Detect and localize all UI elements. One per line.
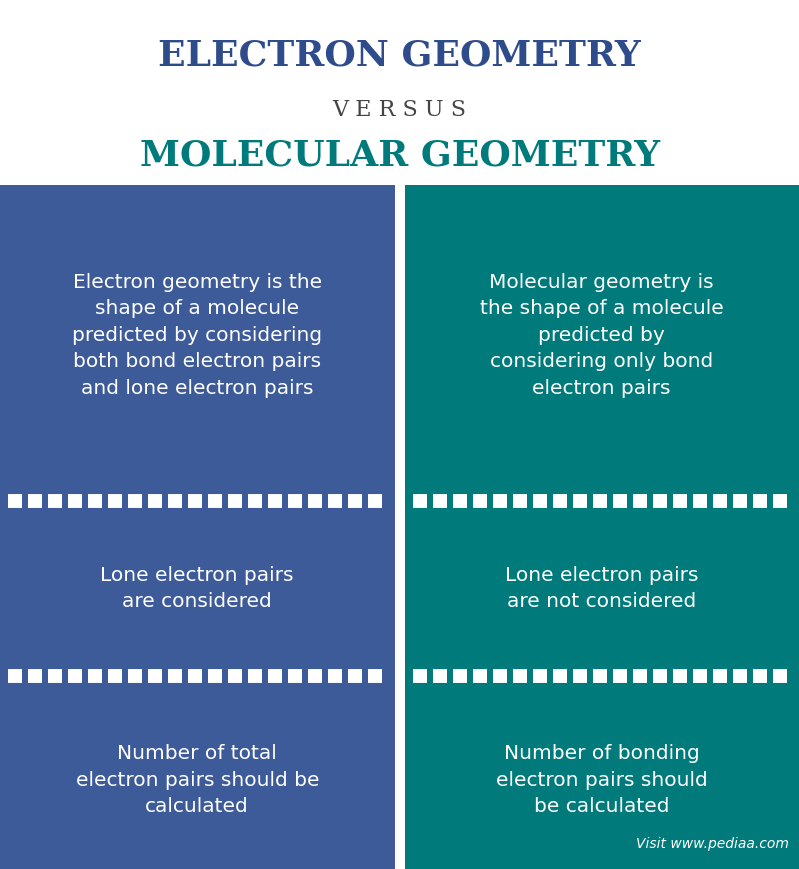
Text: Molecular geometry is
the shape of a molecule
predicted by
considering only bond: Molecular geometry is the shape of a mol…: [480, 273, 724, 398]
Bar: [404, 691, 799, 869]
Bar: [0, 185, 395, 486]
Text: Lone electron pairs
are not considered: Lone electron pairs are not considered: [505, 566, 698, 611]
Text: Electron geometry is the
shape of a molecule
predicted by considering
both bond : Electron geometry is the shape of a mole…: [72, 273, 322, 398]
Bar: [404, 486, 799, 517]
Bar: [404, 660, 799, 691]
Bar: [0, 517, 395, 660]
Text: Number of total
electron pairs should be
calculated: Number of total electron pairs should be…: [75, 744, 319, 816]
Bar: [0, 486, 395, 517]
Text: V E R S U S: V E R S U S: [332, 99, 467, 121]
Text: MOLECULAR GEOMETRY: MOLECULAR GEOMETRY: [140, 138, 659, 172]
Bar: [404, 517, 799, 660]
Text: Number of bonding
electron pairs should
be calculated: Number of bonding electron pairs should …: [496, 744, 708, 816]
Text: Lone electron pairs
are considered: Lone electron pairs are considered: [101, 566, 294, 611]
Text: Visit www.pediaa.com: Visit www.pediaa.com: [636, 837, 789, 851]
Bar: [0, 691, 395, 869]
Bar: [404, 185, 799, 486]
Bar: [0, 660, 395, 691]
Text: ELECTRON GEOMETRY: ELECTRON GEOMETRY: [158, 38, 641, 72]
